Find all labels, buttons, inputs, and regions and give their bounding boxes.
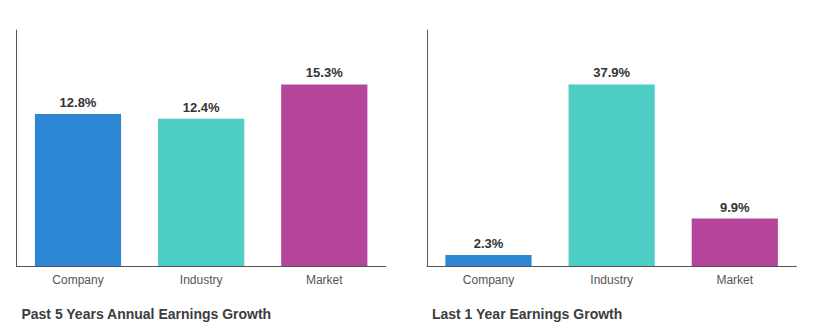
svg-text:Company: Company	[463, 273, 514, 287]
svg-text:12.8%: 12.8%	[60, 95, 97, 110]
svg-text:Last 1 Year Earnings Growth: Last 1 Year Earnings Growth	[432, 306, 622, 322]
svg-text:Company: Company	[52, 273, 103, 287]
svg-text:Market: Market	[716, 273, 753, 287]
svg-text:15.3%: 15.3%	[306, 65, 343, 80]
svg-text:37.9%: 37.9%	[593, 65, 630, 80]
svg-text:Market: Market	[306, 273, 343, 287]
svg-text:2.3%: 2.3%	[474, 236, 504, 251]
svg-text:12.4%: 12.4%	[183, 100, 220, 115]
svg-text:Industry: Industry	[180, 273, 223, 287]
svg-text:Industry: Industry	[590, 273, 633, 287]
svg-text:9.9%: 9.9%	[720, 200, 750, 215]
svg-text:Past 5 Years Annual Earnings G: Past 5 Years Annual Earnings Growth	[21, 306, 271, 322]
